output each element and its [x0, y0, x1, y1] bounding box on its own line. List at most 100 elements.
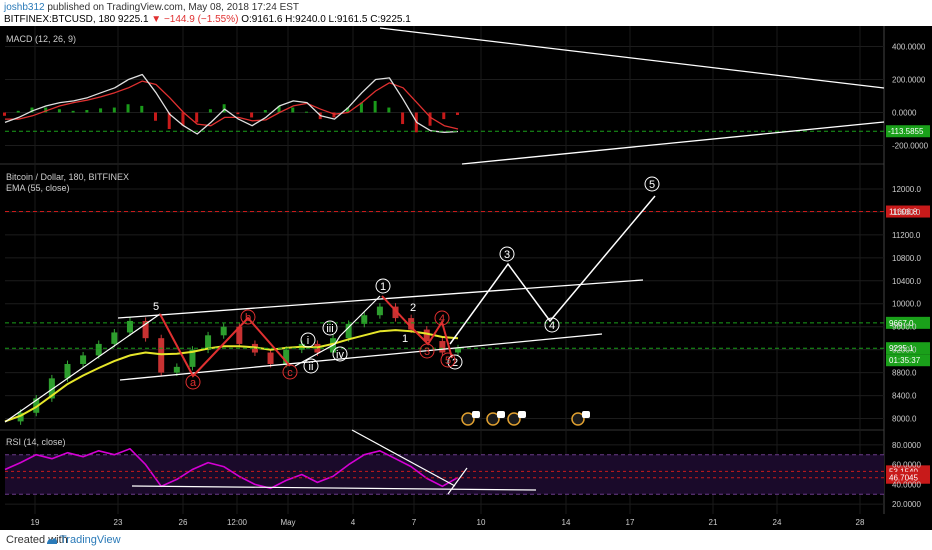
y-tick-label: 11200.0: [892, 231, 921, 240]
candle-body: [439, 341, 446, 353]
candle-body: [455, 348, 461, 353]
event-badge-icon: [472, 411, 480, 418]
price-pane: 11606.89667.09225.101:35:375abciiiiiiiv1…: [4, 176, 930, 426]
rsi-pane: 53.154046.7045: [4, 429, 930, 495]
candle-body: [64, 364, 71, 379]
tradingview-brand-link[interactable]: TradingView: [60, 534, 121, 546]
wave-label: 2: [410, 302, 416, 314]
macd-histogram-bar: [332, 112, 336, 118]
x-tick-label: 21: [709, 518, 718, 527]
username-link[interactable]: joshb312: [4, 2, 45, 13]
countdown-tag: [886, 354, 930, 367]
event-flag-icon: [486, 412, 500, 426]
y-tick-label: 11600.0: [892, 208, 921, 217]
wave-projection-path: [449, 195, 656, 345]
price-tag-target: [886, 205, 930, 218]
macd-value-tag: [886, 125, 930, 138]
macd-histogram-bar: [140, 105, 144, 113]
macd-histogram-bar: [57, 109, 61, 113]
event-badge-icon: [518, 411, 526, 418]
macd-histogram-bar: [428, 112, 432, 126]
wave-label-circle: [240, 309, 256, 325]
event-flag-icon: [461, 412, 475, 426]
candle-body: [33, 398, 40, 413]
candle-body: [111, 332, 118, 344]
macd-title: MACD (12, 26, 9): [6, 34, 77, 44]
wave-label-circle: [499, 246, 515, 262]
y-tick-label: 8800.0: [892, 369, 917, 378]
price-change: ▼ −144.9 (−1.55%): [151, 14, 239, 25]
wave-label: 5: [153, 301, 159, 313]
macd-histogram-bar: [126, 104, 130, 113]
macd-histogram-bar: [167, 112, 171, 129]
candle-body: [80, 355, 87, 364]
event-badge-icon: [582, 411, 590, 418]
x-tick-label: 14: [562, 518, 571, 527]
wave-label: ii: [309, 361, 314, 373]
wave-label: iii: [326, 323, 333, 335]
wave-label: 1: [402, 333, 408, 345]
candle-body: [158, 338, 165, 373]
wave-abc-correction: [159, 313, 291, 378]
y-tick-label: 10400.0: [892, 277, 921, 286]
candle-body: [220, 326, 227, 336]
wave-label-circle: [440, 352, 456, 368]
macd-histogram-bar: [112, 107, 116, 113]
macd-histogram-bar: [195, 112, 199, 123]
y-tick-label: 40.0000: [892, 480, 921, 489]
macd-histogram-bar: [401, 112, 405, 125]
y-tick-label: 80.0000: [892, 441, 921, 450]
price-tag-level: [886, 316, 930, 329]
symbol-ohlc-line: BITFINEX:BTCUSD, 180 9225.1 ▼ −144.9 (−1…: [4, 14, 411, 25]
event-badge-icon: [497, 411, 505, 418]
macd-histogram-bar: [44, 107, 48, 113]
y-tick-label: 12000.0: [892, 185, 921, 194]
ema-line: [4, 329, 459, 423]
x-tick-label: May: [280, 518, 295, 527]
tradingview-logo-icon: [47, 538, 57, 544]
candle-body: [126, 320, 133, 333]
chart-canvas[interactable]: -113.5855 11606.8 9667.0 9225.1 01:35:37 5 a b…: [0, 26, 932, 530]
wave-label-circle: [375, 278, 391, 294]
y-tick-label: 400.0000: [892, 43, 926, 52]
macd-histogram-bar: [71, 110, 75, 113]
macd-histogram-bar: [263, 110, 267, 113]
y-tick-label: 60.0000: [892, 461, 921, 470]
rsi-breakout-line: [447, 467, 468, 495]
footer-bar: Created with TradingView: [0, 530, 932, 550]
candle-body: [189, 349, 196, 367]
y-tick-label: 20.0000: [892, 500, 921, 509]
wave-label: c: [287, 367, 293, 379]
wave-label-circle: [300, 332, 316, 348]
price-tag-label-target: 11606.8: [889, 208, 918, 217]
macd-histogram-bar: [30, 107, 34, 113]
macd-histogram-bar: [250, 112, 254, 118]
wave-label-circle: [282, 364, 298, 380]
macd-histogram-bar: [442, 112, 446, 120]
macd-histogram-bar: [222, 104, 226, 113]
wave-label-circle: [644, 176, 660, 192]
wave-label: 3: [424, 346, 430, 358]
x-tick-label: 12:00: [227, 518, 248, 527]
macd-histogram-bar: [99, 108, 103, 113]
candle-body: [142, 320, 149, 339]
macd-histogram-bar: [16, 110, 20, 113]
candle-body: [267, 352, 274, 364]
y-tick-label: 200.0000: [892, 76, 926, 85]
candle-body: [205, 335, 212, 350]
macd-histogram-bar: [3, 112, 6, 116]
x-tick-label: 28: [856, 518, 865, 527]
macd-value-label: -113.5855: [888, 127, 924, 136]
x-tick-label: 7: [412, 518, 417, 527]
wave-label-circle: [332, 346, 348, 362]
wave-label-circle: [544, 317, 560, 333]
macd-histogram-bar: [291, 107, 295, 113]
macd-histogram-bar: [305, 111, 308, 113]
event-flag-icon: [571, 412, 585, 426]
event-flag-icon: [507, 412, 521, 426]
candle-body: [408, 318, 415, 330]
candle-body: [361, 315, 368, 324]
wave-label-circle: [419, 343, 435, 359]
price-tag-last: [886, 342, 930, 355]
candle-body: [345, 323, 352, 339]
